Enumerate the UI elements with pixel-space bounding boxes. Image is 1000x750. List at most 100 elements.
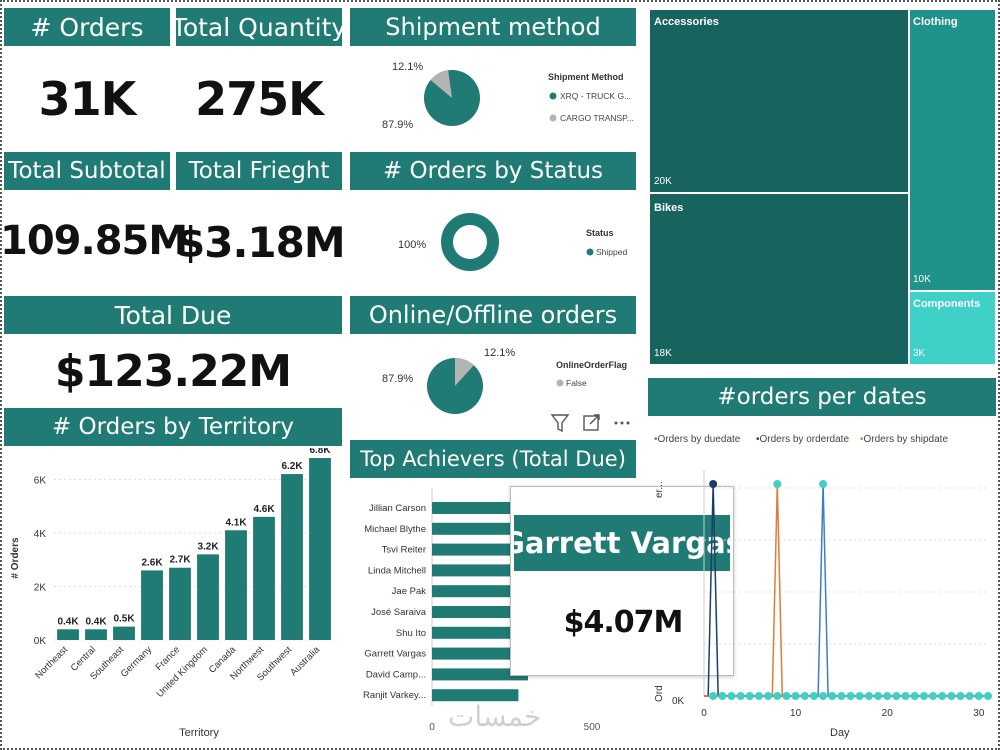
dates-point [837,692,846,700]
achievers-title: Top Achievers (Total Due) [350,440,636,478]
filter-icon[interactable] [550,414,570,433]
online-label-minor: 12.1% [484,347,515,359]
achievers-category-label: Michael Blythe [364,524,426,535]
dates-point [709,692,718,700]
treemap-label-bikes: Bikes [654,202,684,214]
territory-chart-title: # Orders by Territory [4,408,342,446]
territory-bar [281,474,303,640]
kpi-freight-title: Total Frieght [176,152,342,190]
achievers-category-label: Linda Mitchell [368,565,426,576]
dates-point [791,692,800,700]
treemap-tile-bikes[interactable]: Bikes 18K [650,194,908,364]
treemap-value-accessories: 20K [654,176,672,187]
dates-point [745,692,754,700]
territory-value-label: 6.2K [281,461,303,472]
dates-ylabel-bottom: Ord [654,685,665,702]
territory-category-label: Germany [119,644,155,680]
more-options-icon[interactable] [614,421,630,425]
territory-value-label: 4.1K [225,517,247,528]
territory-value-label: 2.6K [141,557,163,568]
territory-value-label: 6.8K [309,448,331,456]
territory-bar [225,530,247,640]
kpi-subtotal-title: Total Subtotal [4,152,170,190]
dates-point [736,692,745,700]
dates-point [809,692,818,700]
kpi-orders-value: 31K [38,72,137,126]
dates-point [892,692,901,700]
dates-point [727,692,736,700]
treemap-label-clothing: Clothing [913,16,958,28]
treemap-label-accessories: Accessories [654,16,719,28]
dates-legend-item-2: •Orders by shipdate [860,434,948,445]
dates-point [864,692,873,700]
treemap-tile-clothing[interactable]: Clothing 10K [910,10,995,290]
shipment-pie-chart: 12.1% 87.9% Shipment Method XRQ - TRUCK … [382,61,634,131]
dates-point [718,692,727,700]
territory-bar [253,516,275,640]
territory-bar [309,458,331,640]
shipment-legend-item-0: XRQ - TRUCK G... [560,91,631,101]
dates-x-tick: 20 [882,708,894,719]
visual-toolbar [550,414,630,433]
dates-peak-point [773,480,782,488]
dates-point [956,692,965,700]
online-title: Online/Offline orders [350,296,636,334]
dates-point [974,692,983,700]
watermark-text: خمسات [448,700,542,733]
online-label-major: 87.9% [382,373,413,385]
dates-point [910,692,919,700]
dates-point [846,692,855,700]
online-legend-title: OnlineOrderFlag [556,360,627,370]
achievers-category-label: Jae Pak [392,586,427,597]
treemap-tile-components[interactable]: Components 3K [910,292,995,364]
territory-category-label: United Kingdom [155,644,211,700]
treemap-tile-accessories[interactable]: Accessories 20K [650,10,908,192]
treemap-label-components: Components [913,298,981,310]
territory-bar-chart: 0K 2K 4K 6K # Orders Territory 0.4K Northeast 0.… [10,448,334,739]
territory-bar [169,567,191,640]
territory-value-label: 0.5K [113,614,135,625]
dates-ylabel-top: er... [654,481,665,498]
dates-point [938,692,947,700]
dates-point [773,692,782,700]
achievers-category-label: Shu Ito [396,628,426,639]
tooltip-value: $4.07M [563,605,684,640]
achievers-category-label: José Saraiva [371,607,427,618]
kpi-due-title: Total Due [4,296,342,334]
achiever-tooltip-card: Garrett Vargas $4.07M [510,486,734,676]
focus-mode-icon[interactable] [583,414,600,431]
territory-ylabel: # Orders [10,537,21,579]
dates-line-chart: •Orders by duedate •Orders by orderdate … [654,434,992,739]
dates-peak-point [709,480,718,488]
kpi-due-value: $123.22M [54,346,292,397]
shipment-legend-item-1: CARGO TRANSP... [560,113,634,123]
dates-legend-item-1: •Orders by orderdate [756,434,849,445]
dates-point [883,692,892,700]
territory-bar [113,626,135,640]
shipment-label-major: 87.9% [382,119,413,131]
dates-point [901,692,910,700]
dates-x-tick: 0 [701,708,707,719]
status-donut-chart: 100% Status Shipped [398,213,627,271]
territory-category-label: Northeast [33,644,70,681]
status-legend-dot [586,248,594,256]
status-legend-title: Status [586,228,614,238]
territory-y-tick: 6K [34,475,47,486]
territory-value-label: 0.4K [57,616,79,627]
dates-title: #orders per dates [648,378,996,416]
dates-x-tick: 30 [973,708,985,719]
dates-point [984,692,992,700]
kpi-quantity-value: 275K [195,72,324,126]
territory-value-label: 2.7K [169,555,191,566]
territory-bar [197,554,219,640]
kpi-subtotal-value: 109.85M [0,218,188,264]
treemap-value-clothing: 10K [913,274,931,285]
dates-point [855,692,864,700]
dates-point [819,692,828,700]
dates-series-line [704,483,988,697]
dates-series-line [704,483,988,697]
dates-point [947,692,956,700]
status-title: # Orders by Status [350,152,636,190]
kpi-orders-title: # Orders [4,8,170,46]
dates-legend-item-0: •Orders by duedate [654,434,741,445]
